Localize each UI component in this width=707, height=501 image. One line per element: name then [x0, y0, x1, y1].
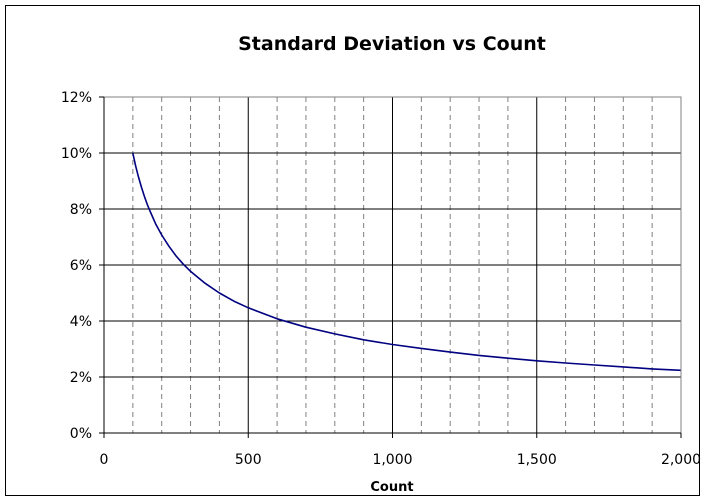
- y-tick-label: 0%: [70, 426, 92, 442]
- series-group: [132, 152, 682, 372]
- y-tick-label: 4%: [70, 314, 92, 330]
- y-tick-label: 12%: [61, 90, 92, 106]
- grid-lines: [104, 96, 681, 433]
- x-axis-label: Count: [370, 480, 413, 495]
- x-tick-label: 500: [235, 452, 262, 468]
- y-tick-label: 8%: [70, 202, 92, 218]
- x-tick-label: 1,000: [372, 452, 412, 468]
- x-tick-label: 1,500: [517, 452, 557, 468]
- tick-labels: 0% 2% 4% 6% 8% 10% 12% 0 500 1,000 1,500 2,000: [61, 90, 701, 468]
- y-tick-label: 10%: [61, 146, 92, 162]
- y-tick-label: 6%: [70, 258, 92, 274]
- x-tick-label: 0: [100, 452, 109, 468]
- axes: [99, 96, 682, 438]
- series-line: [132, 152, 682, 372]
- chart-title: Standard Deviation vs Count: [238, 33, 546, 55]
- y-tick-label: 2%: [70, 370, 92, 386]
- x-tick-label: 2,000: [661, 452, 701, 468]
